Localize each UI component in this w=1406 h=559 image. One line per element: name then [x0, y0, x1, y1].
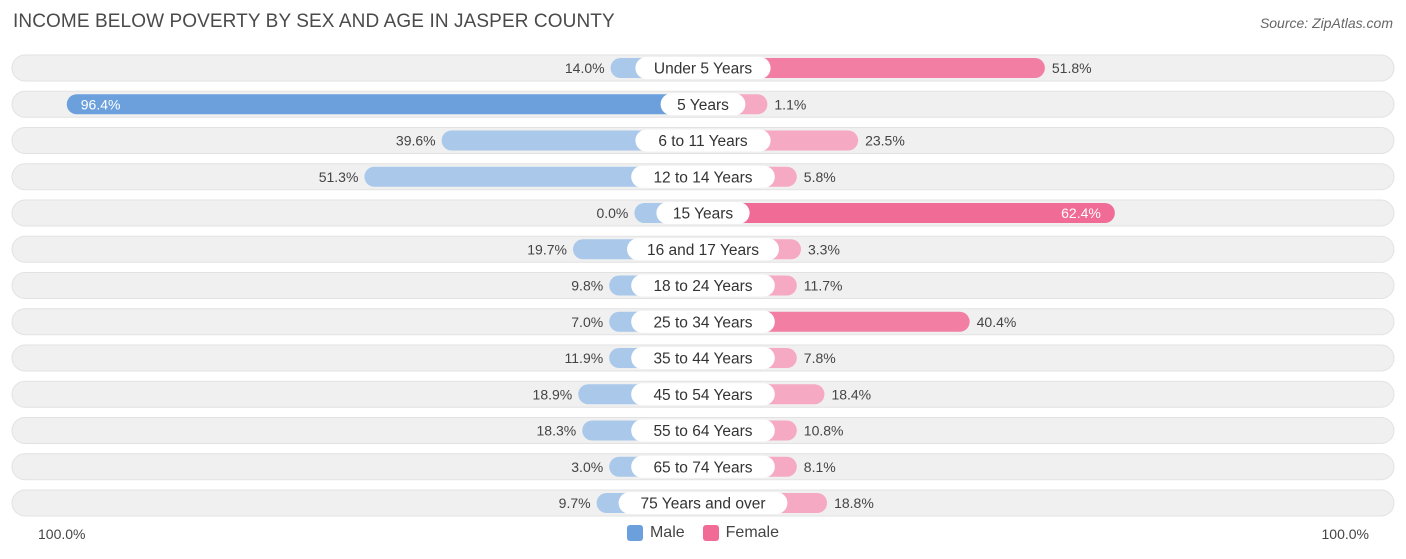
- male-value-label: 11.9%: [565, 350, 604, 366]
- legend-item-male[interactable]: Male: [626, 524, 685, 542]
- male-value-label: 39.6%: [396, 133, 436, 149]
- row-5: 16 and 17 Years 19.7% 3.3%: [11, 235, 1395, 263]
- category-label: 15 Years: [673, 206, 734, 223]
- category-pill: [631, 165, 775, 188]
- male-value-label: 9.8%: [571, 278, 603, 294]
- male-bar[interactable]: [364, 166, 703, 187]
- male-value-label: 3.0%: [571, 459, 603, 475]
- row-3: 12 to 14 Years 51.3% 5.8%: [11, 163, 1395, 191]
- female-value-label: 18.4%: [831, 386, 871, 402]
- female-bar[interactable]: [703, 58, 1045, 78]
- category-label: 75 Years and over: [641, 496, 766, 513]
- category-pill: [631, 347, 775, 369]
- row-2: 6 to 11 Years 39.6% 23.5%: [11, 127, 1395, 154]
- row-1: 5 Years 96.4% 1.1%: [11, 90, 1395, 118]
- category-label: 55 to 64 Years: [653, 423, 752, 440]
- category-label: 16 and 17 Years: [647, 242, 759, 259]
- category-label: 35 to 44 Years: [653, 351, 752, 368]
- female-value-label: 62.4%: [1061, 205, 1101, 221]
- category-pill: [635, 57, 771, 79]
- female-value-label: 8.1%: [804, 459, 836, 475]
- category-pill: [631, 383, 775, 406]
- category-pill: [660, 93, 746, 116]
- axis-right-label: 100.0%: [1321, 526, 1369, 542]
- category-label: Under 5 Years: [654, 61, 752, 78]
- chart-title: INCOME BELOW POVERTY BY SEX AND AGE IN J…: [13, 11, 615, 32]
- category-pill: [627, 238, 779, 261]
- male-value-label: 18.3%: [537, 423, 577, 439]
- row-9: 45 to 54 Years 18.9% 18.4%: [11, 380, 1395, 408]
- row-4: 15 Years 0.0% 62.4%: [11, 199, 1395, 227]
- male-value-label: 0.0%: [596, 205, 628, 221]
- category-pill: [656, 202, 750, 224]
- category-label: 6 to 11 Years: [658, 133, 748, 150]
- row-11: 65 to 74 Years 3.0% 8.1%: [11, 453, 1395, 481]
- category-label: 12 to 14 Years: [653, 169, 752, 186]
- category-label: 25 to 34 Years: [653, 314, 752, 331]
- category-pill: [618, 492, 788, 514]
- female-value-label: 10.8%: [804, 423, 844, 439]
- category-pill: [631, 455, 775, 478]
- source-label[interactable]: Source: ZipAtlas.com: [1259, 15, 1393, 31]
- female-value-label: 40.4%: [977, 314, 1017, 330]
- category-label: 45 to 54 Years: [653, 387, 752, 404]
- female-value-label: 23.5%: [865, 133, 905, 149]
- chart-area: Under 5 Years 14.0% 51.8% 5 Years 96.4% 1.1% 6…: [11, 54, 1395, 517]
- female-value-label: 1.1%: [774, 96, 806, 112]
- category-pill: [631, 310, 775, 333]
- male-bar[interactable]: [66, 94, 703, 115]
- male-swatch-icon: [626, 525, 643, 541]
- category-label: 18 to 24 Years: [653, 278, 752, 295]
- row-6: 18 to 24 Years 9.8% 11.7%: [11, 272, 1395, 299]
- category-pill: [631, 274, 775, 297]
- row-7: 25 to 34 Years 7.0% 40.4%: [11, 308, 1395, 336]
- legend-item-female[interactable]: Female: [702, 524, 780, 542]
- male-value-label: 9.7%: [559, 495, 591, 511]
- female-value-label: 51.8%: [1052, 60, 1092, 76]
- female-value-label: 11.7%: [804, 278, 843, 294]
- category-label: 5 Years: [677, 97, 729, 114]
- category-pill: [635, 129, 771, 152]
- female-value-label: 18.8%: [834, 495, 874, 511]
- female-bar[interactable]: [703, 203, 1115, 223]
- female-value-label: 3.3%: [808, 241, 840, 257]
- axis-left-label: 100.0%: [38, 526, 86, 542]
- male-value-label: 14.0%: [565, 60, 605, 76]
- male-value-label: 19.7%: [527, 241, 567, 257]
- male-value-label: 18.9%: [533, 386, 573, 402]
- row-10: 55 to 64 Years 18.3% 10.8%: [11, 417, 1395, 444]
- row-0: Under 5 Years 14.0% 51.8%: [11, 54, 1395, 82]
- male-value-label: 51.3%: [319, 169, 359, 185]
- legend: Male Female: [0, 524, 1406, 542]
- row-8: 35 to 44 Years 11.9% 7.8%: [11, 344, 1395, 372]
- legend-female-label: Female: [725, 524, 780, 541]
- row-12: 75 Years and over 9.7% 18.8%: [11, 489, 1395, 517]
- category-pill: [631, 419, 775, 442]
- male-value-label: 96.4%: [81, 96, 121, 112]
- legend-male-label: Male: [649, 524, 685, 541]
- category-label: 65 to 74 Years: [653, 459, 752, 476]
- female-value-label: 5.8%: [804, 169, 836, 185]
- female-swatch-icon: [702, 525, 719, 541]
- female-value-label: 7.8%: [804, 350, 836, 366]
- male-value-label: 7.0%: [571, 314, 603, 330]
